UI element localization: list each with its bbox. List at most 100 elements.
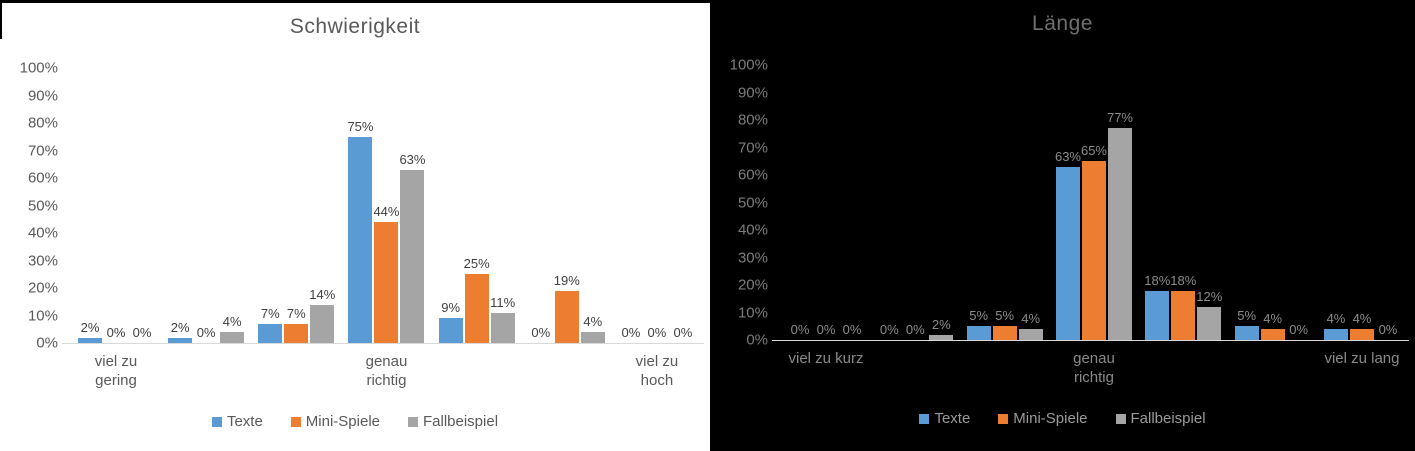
- bar-data-label: 0%: [106, 325, 126, 340]
- y-axis-tick-label: 70%: [737, 139, 768, 156]
- bar-mini-spiele: 5%: [992, 308, 1017, 340]
- category-label: [877, 349, 953, 387]
- chart-panel-laenge: Länge 100% 90% 80% 70% 60% 50% 40% 30% 20% 10% 0% …: [710, 0, 1415, 451]
- bar-data-label: 25%: [463, 256, 490, 272]
- bar-data-label: 63%: [399, 151, 426, 167]
- bar-group: 0% 0% 0%: [788, 65, 864, 340]
- legend-label: Mini-Spiele: [1013, 410, 1088, 427]
- y-axis-tick-label: 100%: [729, 56, 768, 74]
- legend-label: Texte: [934, 410, 971, 427]
- bar-data-label: 0%: [816, 322, 836, 337]
- bar-group: 9% 25% 11%: [438, 68, 516, 343]
- bar-group: 7% 7% 14%: [258, 68, 335, 343]
- bar-data-label: 2%: [80, 319, 100, 335]
- bar-fallbeispiel: 14%: [309, 287, 335, 343]
- legend-item: Texte: [919, 410, 970, 427]
- bar-data-label: 18%: [1170, 272, 1197, 288]
- bar-group: 0% 0% 0%: [619, 68, 695, 343]
- bar-data-label: 0%: [790, 322, 810, 337]
- bar-group: 0% 19% 4%: [529, 68, 605, 343]
- bar-data-label: 11%: [490, 294, 516, 310]
- y-axis-tick-label: 60%: [27, 169, 58, 187]
- x-axis-line: [772, 340, 1409, 341]
- y-axis-tick-label: 60%: [737, 166, 768, 184]
- bar-texte: 5%: [1234, 308, 1259, 340]
- bar-fallbeispiel: 4%: [220, 314, 245, 343]
- bar-data-label: 4%: [1021, 311, 1041, 326]
- bar-texte: 2%: [78, 320, 102, 343]
- screenshot-edge-artifact: [0, 3, 2, 39]
- bar-texte: 75%: [347, 119, 373, 343]
- bar-group: 2% 0% 4%: [168, 68, 245, 343]
- bar-data-label: 0%: [531, 325, 551, 340]
- legend-label: Mini-Spiele: [305, 413, 380, 430]
- bar-data-label: 0%: [621, 325, 641, 340]
- category-label: [1145, 349, 1221, 387]
- y-axis-tick-label: 20%: [27, 279, 58, 297]
- x-axis-labels: viel zu gering genau richtig viel zu hoch: [75, 352, 698, 390]
- bar-fallbeispiel: 4%: [1018, 311, 1043, 340]
- bar-group: 2% 0% 0%: [78, 68, 154, 343]
- bar-data-label: 0%: [673, 325, 693, 340]
- bar-group: 0% 0% 2%: [877, 65, 954, 340]
- y-axis-tick-label: 80%: [737, 111, 768, 129]
- y-axis-tick-label: 10%: [737, 304, 768, 321]
- bar-fallbeispiel: 2%: [929, 317, 954, 340]
- category-label: [529, 352, 605, 390]
- bar-data-label: 44%: [373, 204, 400, 219]
- bar-data-label: 4%: [1263, 311, 1283, 326]
- bar-mini-spiele: 4%: [1260, 311, 1285, 340]
- legend-marker-fallbeispiel: [408, 416, 418, 427]
- bar-data-label: 0%: [905, 322, 925, 337]
- y-axis-tick-label: 90%: [27, 87, 58, 104]
- category-label: genau richtig: [365, 353, 408, 389]
- category-label: viel zu kurz: [788, 350, 864, 367]
- bar-data-label: 4%: [1326, 311, 1346, 326]
- y-axis-tick-label: 10%: [27, 307, 58, 324]
- plot-area: 2% 0% 0% 2% 0% 4% 7% 7% 14% 75% 44% 63% 9% 25% 11% 0% 19…: [75, 68, 698, 343]
- bar-group: 18% 18% 12%: [1144, 65, 1222, 340]
- bar-mini-spiele: 18%: [1170, 273, 1196, 340]
- bar-data-label: 75%: [347, 118, 374, 134]
- bar-group: 75% 44% 63%: [347, 68, 425, 343]
- bar-mini-spiele: 19%: [554, 273, 580, 343]
- y-axis-tick-label: 0%: [746, 331, 768, 349]
- bar-texte: 63%: [1055, 149, 1081, 340]
- legend-item: Fallbeispiel: [1115, 410, 1206, 427]
- bar-texte: 7%: [258, 306, 283, 343]
- bar-data-label: 5%: [969, 308, 989, 324]
- bar-texte: 18%: [1144, 273, 1170, 340]
- bar-data-label: 2%: [170, 319, 190, 335]
- bar-data-label: 4%: [222, 314, 242, 329]
- y-axis: 100% 90% 80% 70% 60% 50% 40% 30% 20% 10% 0%: [0, 60, 58, 352]
- y-axis-tick-label: 80%: [27, 114, 58, 132]
- legend-marker-texte: [211, 416, 222, 427]
- bar-data-label: 0%: [879, 322, 899, 337]
- bar-data-label: 19%: [553, 272, 580, 288]
- legend-marker-mini-spiele: [998, 413, 1009, 424]
- bar-data-label: 0%: [842, 322, 862, 337]
- y-axis-tick-label: 30%: [27, 252, 58, 269]
- bar-data-label: 2%: [931, 316, 951, 332]
- legend-label: Fallbeispiel: [1130, 410, 1206, 427]
- y-axis-tick-label: 100%: [19, 59, 58, 77]
- legend: Texte Mini-Spiele Fallbeispiel: [0, 413, 710, 430]
- bar-data-label: 4%: [1352, 311, 1372, 326]
- legend-item: Texte: [211, 413, 263, 430]
- legend-marker-mini-spiele: [290, 416, 301, 427]
- bar-fallbeispiel: 63%: [399, 152, 425, 343]
- bar-data-label: 12%: [1196, 289, 1223, 304]
- legend-label: Fallbeispiel: [423, 413, 499, 430]
- bar-group: 4% 4% 0%: [1323, 65, 1400, 340]
- y-axis-tick-label: 30%: [737, 249, 768, 266]
- category-label: [258, 352, 334, 390]
- x-axis-labels: viel zu kurz genau richtig viel zu lang: [785, 349, 1403, 387]
- category-label: viel zu lang: [1324, 350, 1400, 367]
- category-label: [439, 352, 515, 390]
- bar-texte: 9%: [438, 300, 463, 343]
- y-axis-tick-label: 40%: [737, 221, 768, 239]
- bar-group: 5% 5% 4%: [966, 65, 1043, 340]
- bar-texte: 2%: [168, 320, 193, 343]
- bar-fallbeispiel: 77%: [1107, 110, 1133, 340]
- bar-fallbeispiel: 12%: [1196, 289, 1222, 340]
